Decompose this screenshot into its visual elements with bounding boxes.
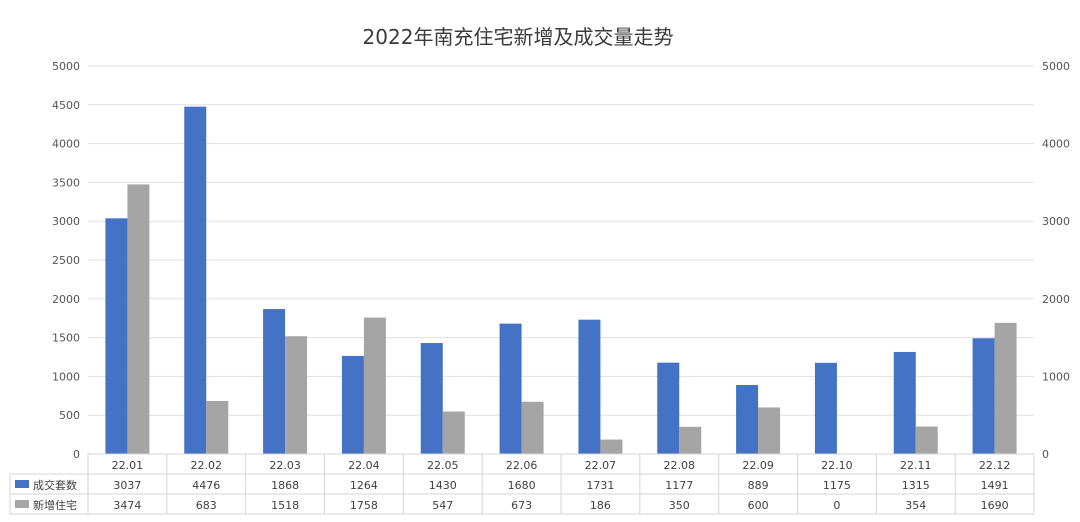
bar-deals bbox=[500, 324, 522, 454]
data-label: 1175 bbox=[823, 479, 851, 492]
legend-swatch bbox=[15, 480, 29, 488]
left-tick-label: 4500 bbox=[52, 99, 80, 112]
right-tick-label: 0 bbox=[1042, 448, 1049, 461]
bar-new-supply bbox=[679, 427, 701, 454]
left-tick-label: 2000 bbox=[52, 293, 80, 306]
left-tick-label: 5000 bbox=[52, 60, 80, 73]
left-y-axis: 0 500 1000 1500 2000 2500 3000 3500 4000 4500 5000 bbox=[52, 60, 80, 461]
bar-new-supply bbox=[443, 412, 465, 454]
data-label: 4476 bbox=[192, 479, 220, 492]
data-label: 1264 bbox=[350, 479, 378, 492]
right-tick-label: 2000 bbox=[1042, 293, 1070, 306]
bar-deals bbox=[815, 363, 837, 454]
right-tick-label: 3000 bbox=[1042, 215, 1070, 228]
bars bbox=[105, 107, 1016, 454]
bar-new-supply bbox=[522, 402, 544, 454]
data-label: 1430 bbox=[429, 479, 457, 492]
bar-deals bbox=[105, 218, 127, 454]
category-label: 22.09 bbox=[742, 459, 774, 472]
data-label: 1177 bbox=[665, 479, 693, 492]
bar-deals bbox=[657, 363, 679, 454]
data-label: 350 bbox=[669, 499, 690, 512]
bar-deals bbox=[736, 385, 758, 454]
data-label: 186 bbox=[590, 499, 611, 512]
right-tick-label: 1000 bbox=[1042, 370, 1070, 383]
bar-deals bbox=[342, 356, 364, 454]
category-label: 22.01 bbox=[112, 459, 144, 472]
bar-new-supply bbox=[916, 427, 938, 454]
bar-deals bbox=[184, 107, 206, 454]
category-label: 22.07 bbox=[585, 459, 617, 472]
data-label: 1731 bbox=[586, 479, 614, 492]
data-label: 354 bbox=[905, 499, 926, 512]
gridlines bbox=[88, 66, 1034, 415]
data-table: 22.01 22.02 22.03 22.04 22.05 22.06 22.07 22.08… bbox=[10, 454, 1034, 514]
category-label: 22.04 bbox=[348, 459, 380, 472]
category-label: 22.05 bbox=[427, 459, 459, 472]
left-tick-label: 1500 bbox=[52, 332, 80, 345]
data-label: 673 bbox=[511, 499, 532, 512]
category-label: 22.08 bbox=[664, 459, 696, 472]
bar-deals bbox=[973, 338, 995, 454]
category-label: 22.11 bbox=[900, 459, 932, 472]
right-tick-label: 5000 bbox=[1042, 60, 1070, 73]
data-label: 1518 bbox=[271, 499, 299, 512]
data-label: 1758 bbox=[350, 499, 378, 512]
data-label: 1868 bbox=[271, 479, 299, 492]
category-label: 22.02 bbox=[191, 459, 223, 472]
bar-new-supply bbox=[206, 401, 228, 454]
data-label: 1315 bbox=[902, 479, 930, 492]
chart-title: 2022年南充住宅新增及成交量走势 bbox=[363, 25, 674, 49]
left-tick-label: 3500 bbox=[52, 176, 80, 189]
data-label: 3037 bbox=[113, 479, 141, 492]
left-tick-label: 1000 bbox=[52, 370, 80, 383]
left-tick-label: 0 bbox=[73, 448, 80, 461]
data-label: 600 bbox=[748, 499, 769, 512]
bar-new-supply bbox=[600, 440, 622, 454]
bar-deals bbox=[894, 352, 916, 454]
data-label: 547 bbox=[432, 499, 453, 512]
data-label: 1491 bbox=[981, 479, 1009, 492]
bar-deals bbox=[578, 320, 600, 454]
bar-deals bbox=[421, 343, 443, 454]
data-label: 683 bbox=[196, 499, 217, 512]
bar-new-supply bbox=[127, 184, 149, 454]
bar-new-supply bbox=[364, 318, 386, 454]
legend-label: 成交套数 bbox=[33, 478, 77, 492]
data-label: 1680 bbox=[508, 479, 536, 492]
bar-new-supply bbox=[758, 407, 780, 454]
left-tick-label: 500 bbox=[59, 409, 80, 422]
right-y-axis: 0 1000 2000 3000 4000 5000 bbox=[1042, 60, 1070, 461]
category-label: 22.06 bbox=[506, 459, 538, 472]
category-label: 22.03 bbox=[269, 459, 301, 472]
data-label: 0 bbox=[833, 499, 840, 512]
right-tick-label: 4000 bbox=[1042, 138, 1070, 151]
category-label: 22.12 bbox=[979, 459, 1011, 472]
data-label: 3474 bbox=[113, 499, 141, 512]
legend-label: 新增住宅 bbox=[33, 498, 77, 512]
left-tick-label: 2500 bbox=[52, 254, 80, 267]
category-label: 22.10 bbox=[821, 459, 853, 472]
left-tick-label: 4000 bbox=[52, 138, 80, 151]
legend-swatch bbox=[15, 500, 29, 508]
left-tick-label: 3000 bbox=[52, 215, 80, 228]
bar-new-supply bbox=[285, 336, 307, 454]
bar-new-supply bbox=[995, 323, 1017, 454]
bar-deals bbox=[263, 309, 285, 454]
data-label: 1690 bbox=[981, 499, 1009, 512]
data-label: 889 bbox=[748, 479, 769, 492]
